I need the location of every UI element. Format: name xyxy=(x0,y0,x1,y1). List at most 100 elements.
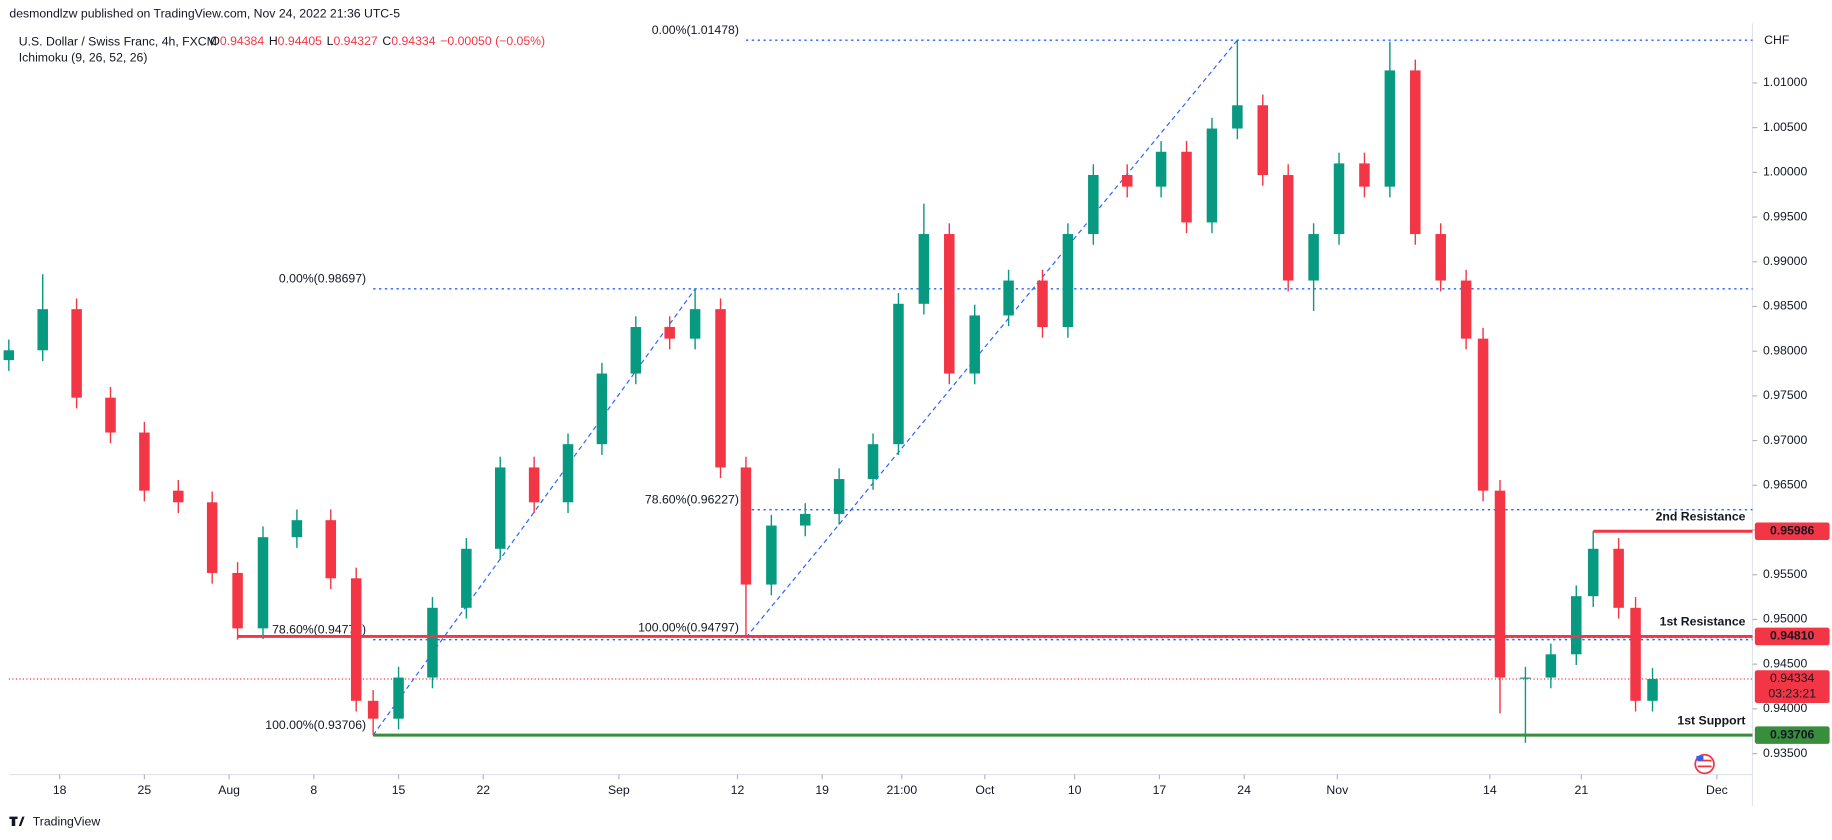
candle-body xyxy=(232,572,243,629)
y-tick-label: 1.00500 xyxy=(1763,120,1807,134)
candle-body xyxy=(1647,678,1658,701)
y-tick-label: 0.98500 xyxy=(1763,299,1807,313)
candle-body xyxy=(1308,234,1319,281)
fib-label: 100.00%(0.94797) xyxy=(638,620,739,634)
x-tick-label: 19 xyxy=(815,783,829,797)
ohlc-key: O xyxy=(210,34,220,48)
ohlc-key: C xyxy=(382,34,391,48)
brand-logo xyxy=(9,816,25,826)
candle-body xyxy=(257,537,269,629)
x-tick-label: 15 xyxy=(392,783,406,797)
candle-body xyxy=(1545,654,1557,678)
x-tick-label: Aug xyxy=(218,783,240,797)
fib-trend xyxy=(372,288,696,736)
candle-body xyxy=(325,520,337,579)
ohlc-key: H xyxy=(269,34,278,48)
candle-body xyxy=(766,525,777,585)
candle-body xyxy=(969,315,980,374)
candle-body xyxy=(105,397,116,433)
candle-body xyxy=(206,502,218,573)
ohlc-key: L xyxy=(327,34,334,48)
candle-body xyxy=(71,309,82,398)
candle-body xyxy=(1494,490,1506,678)
candle-body xyxy=(630,327,642,374)
candle-body xyxy=(1062,234,1074,328)
candle-body xyxy=(740,467,752,585)
x-tick-label: 21 xyxy=(1575,783,1589,797)
publisher: desmondlzw published on TradingView.com,… xyxy=(9,6,400,20)
candle-body xyxy=(918,234,930,304)
y-tick-label: 1.00000 xyxy=(1763,165,1807,179)
x-tick-label: Dec xyxy=(1706,783,1728,797)
y-tick-label: 0.99500 xyxy=(1763,209,1807,223)
candle-body xyxy=(1037,280,1048,328)
symbol: U.S. Dollar / Swiss Franc, 4h, FXCM xyxy=(19,34,217,48)
x-tick-label: 8 xyxy=(310,783,317,797)
y-tick-label: 0.93500 xyxy=(1763,746,1807,760)
candle-body xyxy=(1435,234,1446,281)
x-tick-label: 17 xyxy=(1153,783,1167,797)
candle-body xyxy=(393,677,404,719)
candle-body xyxy=(1257,105,1269,176)
candle-body xyxy=(173,490,184,503)
candle-body xyxy=(1121,175,1133,187)
ohlc-value: 0.94405 xyxy=(278,34,322,48)
level-tag-label: 0.95986 xyxy=(1770,524,1814,538)
x-tick-label: Oct xyxy=(975,783,995,797)
candle-body xyxy=(664,327,675,339)
level-name: 1st Support xyxy=(1677,713,1745,727)
y-tick-label: 0.99000 xyxy=(1763,254,1807,268)
x-tick-label: 25 xyxy=(138,783,152,797)
level-tag xyxy=(1754,726,1830,744)
x-tick-label: 10 xyxy=(1068,783,1082,797)
brand: TradingView xyxy=(33,815,101,829)
flag-icon xyxy=(1694,753,1715,775)
candle-body xyxy=(427,607,438,678)
countdown: 03:23:21 xyxy=(1768,686,1816,700)
candle-body xyxy=(139,432,150,491)
candle-body xyxy=(799,513,811,526)
y-tick-label: 0.94500 xyxy=(1763,656,1807,670)
candle-body xyxy=(1282,175,1294,281)
candle-body xyxy=(944,234,955,374)
level-tag-label: 0.93706 xyxy=(1770,727,1814,741)
x-tick-label: 18 xyxy=(53,783,67,797)
candle-body xyxy=(1232,105,1243,129)
x-tick-label: Sep xyxy=(608,783,630,797)
y-tick-label: 1.01000 xyxy=(1763,75,1807,89)
candle-body xyxy=(1359,163,1370,187)
fib-label: 78.60%(0.94774) xyxy=(272,623,366,637)
candle-body xyxy=(833,479,845,514)
candle-body xyxy=(1155,151,1167,187)
ohlc-value: 0.94384 xyxy=(220,34,264,48)
level-tag-label: 0.94810 xyxy=(1770,629,1814,643)
candle-body xyxy=(1587,548,1599,597)
candle-body xyxy=(1003,280,1014,316)
y-tick-label: 0.95500 xyxy=(1763,567,1807,581)
candle-body xyxy=(1410,70,1421,235)
candle-body xyxy=(1206,128,1218,223)
x-tick-label: 14 xyxy=(1483,783,1497,797)
candle-body xyxy=(867,444,879,480)
candle-body xyxy=(1088,175,1099,235)
y-tick-label: 0.98000 xyxy=(1763,343,1807,357)
level-tag xyxy=(1754,522,1830,541)
level-name: 1st Resistance xyxy=(1660,615,1746,629)
candle-body xyxy=(689,309,701,339)
x-tick-label: Nov xyxy=(1326,783,1349,797)
candle-body xyxy=(1384,70,1396,187)
ohlc-value: 0.94334 xyxy=(391,34,435,48)
fib-label: 0.00%(1.01478) xyxy=(652,23,739,37)
candle-body xyxy=(715,309,726,468)
candle-body xyxy=(367,700,379,719)
level-tag xyxy=(1754,627,1830,646)
x-tick-label: 21:00 xyxy=(887,783,918,797)
x-tick-label: 12 xyxy=(731,783,745,797)
fib-label: 0.00%(0.98697) xyxy=(279,272,366,286)
fib-label: 100.00%(0.93706) xyxy=(265,718,366,732)
candle-body xyxy=(528,467,540,503)
y-tick-label: 0.97000 xyxy=(1763,433,1807,447)
level-name: 2nd Resistance xyxy=(1656,509,1746,523)
candle-body xyxy=(350,578,362,701)
